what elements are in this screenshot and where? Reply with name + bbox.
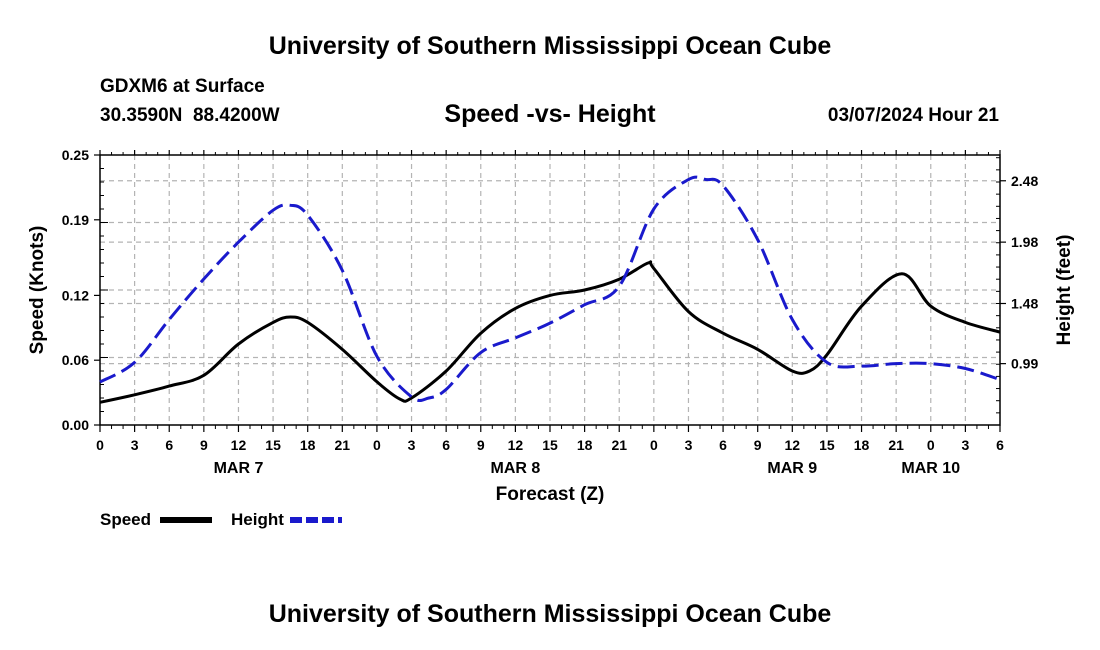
y-tick-label: 0.25 (62, 147, 89, 163)
x-tick-label: 15 (265, 437, 281, 453)
chart-title: Speed -vs- Height (444, 100, 656, 128)
footer-title: University of Southern Mississippi Ocean… (268, 600, 832, 628)
x-tick-label: 6 (442, 437, 450, 453)
y-tick-label: 0.19 (62, 212, 89, 228)
x-tick-label: 9 (754, 437, 762, 453)
speed-series-line (99, 260, 1001, 404)
x-tick-label: 12 (508, 437, 524, 453)
series-layer (99, 175, 1001, 404)
legend-speed-label: Speed (100, 510, 151, 529)
y-axis-title: Speed (Knots) (27, 226, 48, 355)
x-tick-label: 3 (408, 437, 416, 453)
y2-tick-label: 2.48 (1011, 173, 1038, 189)
y2-tick-label: 0.99 (1011, 356, 1038, 372)
plot-frame (99, 154, 1001, 426)
x-tick-label: 9 (477, 437, 485, 453)
x-tick-label: 3 (961, 437, 969, 453)
page-title: University of Southern Mississippi Ocean… (268, 32, 832, 60)
x-tick-label: 0 (373, 437, 381, 453)
grid-lines (100, 155, 1000, 425)
x-tick-label: 21 (335, 437, 351, 453)
x-tick-label: 18 (577, 437, 593, 453)
y2-axis-title: Height (feet) (1054, 235, 1075, 346)
x-tick-labels: 0 3 6 9 12 15 18 21 0 3 6 9 12 15 18 21 0 3 6 9 12 15 18 21 0 3 6 (96, 437, 1004, 453)
x-tick-label: 6 (996, 437, 1004, 453)
x-tick-label: 0 (927, 437, 935, 453)
station-label: GDXM6 at Surface (100, 76, 265, 97)
x-tick-label: 6 (719, 437, 727, 453)
date-label: MAR 8 (490, 460, 540, 477)
x-tick-label: 0 (650, 437, 658, 453)
x-axis-title: Forecast (Z) (496, 484, 605, 505)
x-tick-label: 9 (200, 437, 208, 453)
date-labels: MAR 7 MAR 8 MAR 9 MAR 10 (214, 460, 961, 477)
x-tick-label: 12 (231, 437, 247, 453)
y2-tick-label: 1.48 (1011, 296, 1038, 312)
legend: Speed Height (100, 510, 342, 529)
y-tick-label: 0.06 (62, 352, 89, 368)
legend-height-label: Height (231, 510, 284, 529)
x-tick-label: 3 (685, 437, 693, 453)
x-tick-label: 3 (131, 437, 139, 453)
x-tick-label: 18 (854, 437, 870, 453)
y2-tick-labels: 0.99 1.48 1.98 2.48 (1011, 173, 1038, 372)
height-series-line (99, 175, 1001, 403)
date-label: MAR 9 (767, 460, 817, 477)
y2-tick-label: 1.98 (1011, 234, 1038, 250)
station-coordinates: 30.3590N 88.4200W (100, 105, 280, 126)
x-tick-label: 0 (96, 437, 104, 453)
issue-time: 03/07/2024 Hour 21 (827, 105, 999, 126)
x-tick-label: 21 (888, 437, 904, 453)
date-label: MAR 7 (214, 460, 264, 477)
x-tick-label: 12 (785, 437, 801, 453)
x-tick-label: 21 (611, 437, 627, 453)
y-tick-label: 0.12 (62, 287, 89, 303)
x-tick-label: 15 (542, 437, 558, 453)
x-tick-label: 18 (300, 437, 316, 453)
x-tick-label: 15 (819, 437, 835, 453)
date-label: MAR 10 (901, 460, 960, 477)
x-tick-label: 6 (165, 437, 173, 453)
y-tick-labels: 0.00 0.06 0.12 0.19 0.25 (62, 147, 89, 433)
y-tick-label: 0.00 (62, 417, 89, 433)
